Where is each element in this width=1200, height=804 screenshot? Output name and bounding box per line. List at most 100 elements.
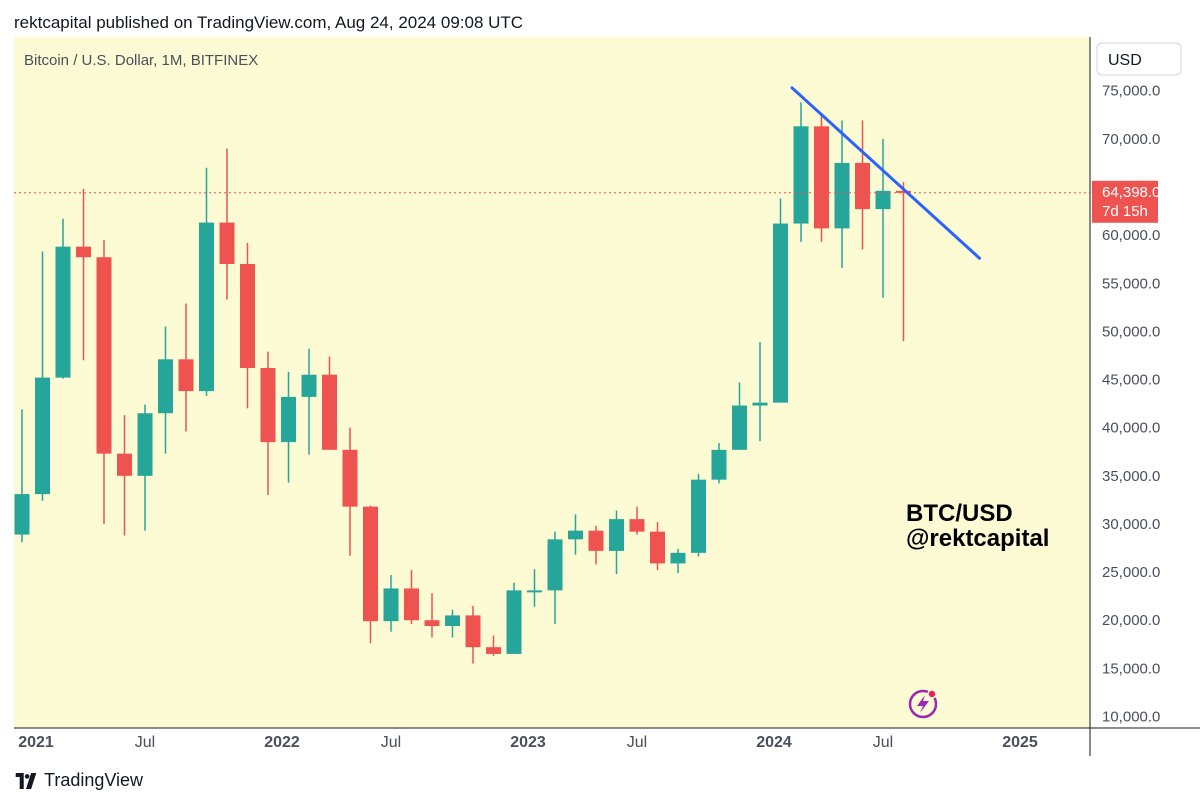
candle[interactable] xyxy=(814,112,829,242)
candle-body xyxy=(568,530,583,540)
candle-body xyxy=(240,263,255,368)
y-tick-label: 25,000.0 xyxy=(1102,564,1160,581)
candle[interactable] xyxy=(834,120,850,268)
lightning-icon[interactable] xyxy=(908,689,938,719)
candle[interactable] xyxy=(486,635,501,656)
candle[interactable] xyxy=(855,120,870,250)
candle-body xyxy=(260,367,276,443)
candle[interactable] xyxy=(14,409,30,543)
candle-body xyxy=(609,519,624,551)
candle[interactable] xyxy=(117,415,132,536)
candle-body xyxy=(875,190,891,210)
candle-body xyxy=(424,620,440,626)
price-label: 64,398.0 7d 15h xyxy=(1092,180,1160,223)
candle-body xyxy=(383,588,399,622)
currency-button[interactable]: USD xyxy=(1096,42,1182,76)
candle[interactable] xyxy=(342,427,358,556)
candle[interactable] xyxy=(588,525,604,565)
candle[interactable] xyxy=(609,510,624,575)
candle[interactable] xyxy=(629,506,645,535)
candle[interactable] xyxy=(445,609,460,638)
x-tick-label: Jul xyxy=(627,734,647,751)
x-tick-label: 2024 xyxy=(756,734,792,751)
candle-body xyxy=(793,126,809,224)
candle[interactable] xyxy=(363,505,378,644)
candle[interactable] xyxy=(322,356,337,450)
tradingview-logo[interactable]: TradingView xyxy=(14,770,143,791)
candle-body xyxy=(219,222,235,264)
watermark-pair: BTC/USD xyxy=(906,500,1013,527)
candle[interactable] xyxy=(773,198,788,403)
price-axis[interactable]: 10,000.0 15,000.0 20,000.0 25,000.0 30,000.0… xyxy=(1102,83,1160,726)
candle[interactable] xyxy=(158,326,173,454)
candle-body xyxy=(363,506,378,622)
candle-body xyxy=(691,479,706,553)
candle-body xyxy=(55,246,71,378)
candle[interactable] xyxy=(76,188,91,361)
candle-body xyxy=(527,590,542,593)
x-tick-label: 2021 xyxy=(18,734,54,751)
candle[interactable] xyxy=(568,514,583,555)
x-tick-label: 2022 xyxy=(264,734,300,751)
y-tick-label: 35,000.0 xyxy=(1102,468,1160,485)
candle[interactable] xyxy=(178,303,194,432)
candle[interactable] xyxy=(96,239,112,524)
candle-body xyxy=(301,374,317,397)
candle-body xyxy=(711,449,727,480)
candle[interactable] xyxy=(752,341,768,442)
y-tick-label: 45,000.0 xyxy=(1102,372,1160,389)
candle[interactable] xyxy=(691,473,706,557)
candle-body xyxy=(670,552,686,564)
x-tick-label: Jul xyxy=(381,734,401,751)
y-tick-label: 75,000.0 xyxy=(1102,83,1160,100)
candle-body xyxy=(486,647,501,654)
candle[interactable] xyxy=(260,351,276,496)
candle[interactable] xyxy=(137,404,153,531)
candle[interactable] xyxy=(219,148,235,300)
candle[interactable] xyxy=(383,574,399,632)
y-tick-label: 20,000.0 xyxy=(1102,612,1160,629)
candle[interactable] xyxy=(281,371,296,483)
candle[interactable] xyxy=(465,605,481,664)
candles xyxy=(14,102,911,664)
y-tick-label: 70,000.0 xyxy=(1102,131,1160,148)
candle-body xyxy=(281,396,296,443)
candle[interactable] xyxy=(732,382,747,450)
candle[interactable] xyxy=(301,348,317,455)
candle-body xyxy=(158,359,173,414)
candle[interactable] xyxy=(527,569,542,607)
candle[interactable] xyxy=(55,218,71,379)
candle[interactable] xyxy=(650,522,665,571)
y-tick-label: 60,000.0 xyxy=(1102,227,1160,244)
x-tick-label: Jul xyxy=(873,734,893,751)
candle-body xyxy=(14,494,30,535)
y-tick-label: 40,000.0 xyxy=(1102,420,1160,437)
candle-body xyxy=(199,222,214,392)
candle[interactable] xyxy=(424,593,440,638)
publish-header: rektcapital published on TradingView.com… xyxy=(14,13,524,32)
candle-body xyxy=(814,126,829,229)
candle[interactable] xyxy=(793,102,809,242)
candle-body xyxy=(629,519,645,532)
candle-body xyxy=(547,539,563,591)
candle[interactable] xyxy=(35,251,50,501)
time-axis[interactable]: 2021 Jul 2022 Jul 2023 Jul 2024 Jul 2025 xyxy=(18,734,1038,751)
candle[interactable] xyxy=(199,167,214,396)
candle[interactable] xyxy=(404,570,419,625)
candle[interactable] xyxy=(506,582,522,654)
candle[interactable] xyxy=(711,443,727,484)
candle[interactable] xyxy=(875,138,891,298)
candle[interactable] xyxy=(547,531,563,625)
tradingview-brand: TradingView xyxy=(44,770,144,790)
trendline[interactable] xyxy=(790,86,981,260)
candle-body xyxy=(752,402,768,406)
candle-body xyxy=(650,531,665,564)
candle-body xyxy=(322,374,337,450)
candle-body xyxy=(773,223,788,403)
candle[interactable] xyxy=(240,242,255,409)
candle-body xyxy=(896,190,911,193)
candle-body xyxy=(404,588,419,621)
candle[interactable] xyxy=(670,548,686,574)
candle-body xyxy=(96,257,112,454)
candle[interactable] xyxy=(896,182,911,342)
